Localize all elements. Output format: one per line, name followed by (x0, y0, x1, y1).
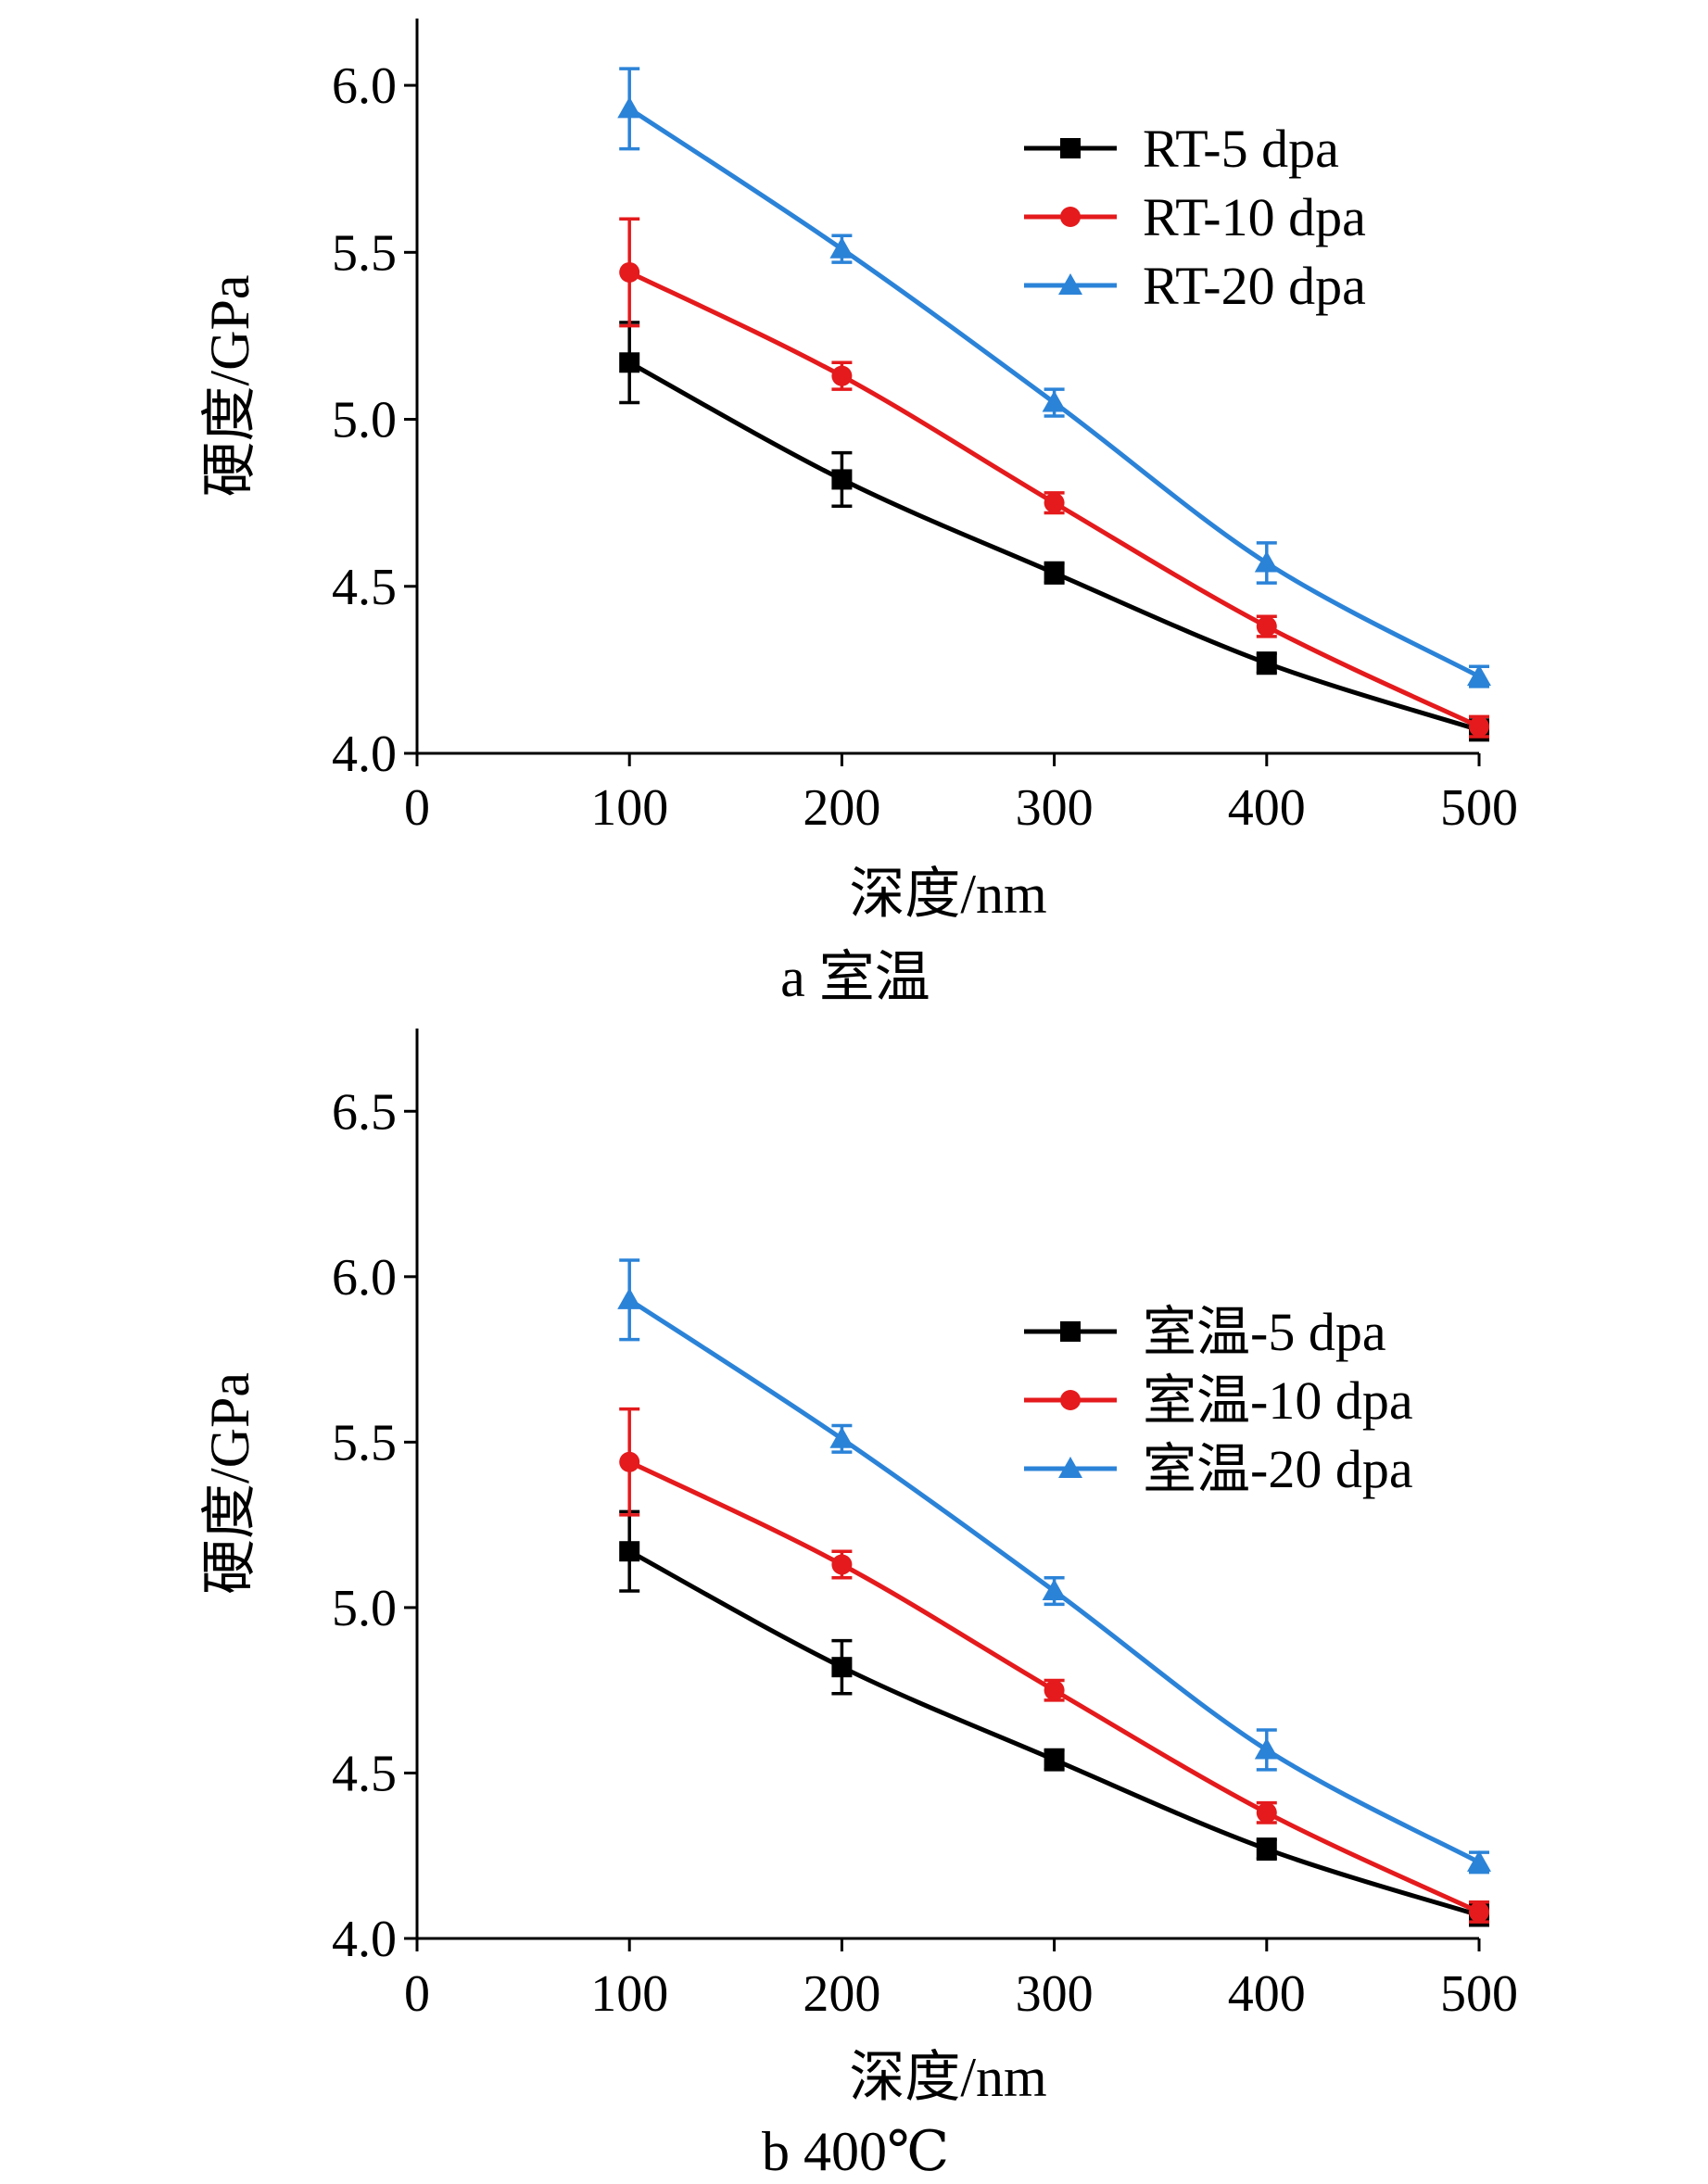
legend-marker (1060, 207, 1081, 227)
legend-label: 室温-10 dpa (1143, 1370, 1413, 1431)
y-tick-label: 5.5 (332, 224, 397, 282)
y-tick-label: 5.0 (332, 392, 397, 449)
x-tick-label: 500 (1440, 1965, 1518, 2023)
legend-label: 室温-20 dpa (1143, 1439, 1413, 1499)
data-point (1469, 716, 1489, 738)
x-tick-label: 300 (1016, 779, 1094, 837)
data-point (619, 1451, 640, 1472)
data-point (831, 469, 853, 490)
series-0 (619, 1509, 1489, 1927)
data-point (1044, 1680, 1065, 1701)
legend-label: RT-10 dpa (1143, 187, 1366, 247)
data-point (1254, 550, 1279, 573)
y-tick-label: 5.0 (332, 1580, 397, 1637)
legend-label: RT-20 dpa (1143, 256, 1366, 316)
x-tick-label: 100 (590, 1965, 668, 2023)
series-2 (617, 1258, 1491, 1875)
data-point (1256, 652, 1277, 674)
series-1 (619, 217, 1489, 739)
panel-b: 4.0 4.5 5.0 5.5 6.0 6.5 0 100 200 300 400 500 深度/nm 硬… (199, 1029, 1518, 2182)
x-tick-label: 200 (803, 1965, 880, 2023)
data-point (619, 352, 640, 373)
y-tick-label: 4.0 (332, 1911, 397, 1968)
series-line (628, 1549, 1480, 1918)
x-tick-label: 0 (404, 1965, 430, 2023)
legend-label: 室温-5 dpa (1143, 1302, 1386, 1362)
x-tick-label: 400 (1228, 779, 1306, 837)
data-point (619, 1541, 640, 1562)
data-point (829, 236, 854, 259)
x-tick-label: 300 (1016, 1965, 1094, 2023)
data-point (1256, 1838, 1277, 1860)
legend-marker (1058, 273, 1082, 295)
y-tick-label: 5.5 (332, 1414, 397, 1471)
x-tick-label: 0 (404, 779, 430, 837)
y-tick-label: 4.5 (332, 559, 397, 616)
y-tick-label: 4.5 (332, 1745, 397, 1802)
x-tick-label: 500 (1440, 779, 1518, 837)
y-tick-label: 6.0 (332, 1249, 397, 1307)
y-axis-title: 硬度/GPa (199, 1372, 260, 1595)
legend-marker (1060, 1390, 1081, 1410)
y-tick-label: 6.0 (332, 57, 397, 115)
data-point (829, 1426, 854, 1448)
data-point (1042, 390, 1067, 412)
series-1 (619, 1407, 1489, 1924)
data-point (1467, 1849, 1491, 1872)
panel-caption: a 室温 (780, 947, 930, 1008)
data-point (619, 261, 640, 283)
legend-marker (1060, 138, 1081, 158)
x-tick-label: 100 (590, 779, 668, 837)
legend-marker (1060, 1321, 1081, 1342)
data-point (831, 365, 853, 386)
data-point (1044, 1749, 1065, 1771)
x-tick-label: 400 (1228, 1965, 1306, 2023)
series-line (627, 360, 1480, 733)
data-point (831, 1554, 853, 1575)
x-axis-title: 深度/nm (849, 2047, 1046, 2108)
panel-caption: b 400℃ (762, 2121, 949, 2182)
data-point (617, 96, 642, 119)
data-point (1044, 492, 1065, 513)
data-point (617, 1287, 642, 1309)
legend-marker (1058, 1457, 1082, 1478)
data-point (1256, 616, 1277, 638)
data-point (1044, 562, 1065, 584)
data-point (1469, 1901, 1489, 1923)
y-tick-label: 6.5 (332, 1083, 397, 1141)
data-point (1256, 1802, 1277, 1824)
y-tick-label: 4.0 (332, 726, 397, 783)
data-point (1467, 664, 1491, 687)
data-point (1042, 1579, 1067, 1601)
panel-a: 4.0 4.5 5.0 5.5 6.0 0 100 200 300 400 500 深度/nm 硬度/G… (199, 19, 1518, 1008)
x-tick-label: 200 (803, 779, 880, 837)
series-0 (619, 321, 1489, 742)
series-2 (617, 67, 1491, 688)
data-point (831, 1657, 853, 1678)
legend-label: RT-5 dpa (1143, 119, 1339, 179)
data-point (1254, 1737, 1279, 1760)
x-axis-title: 深度/nm (849, 864, 1046, 925)
y-axis-title: 硬度/GPa (199, 275, 260, 498)
